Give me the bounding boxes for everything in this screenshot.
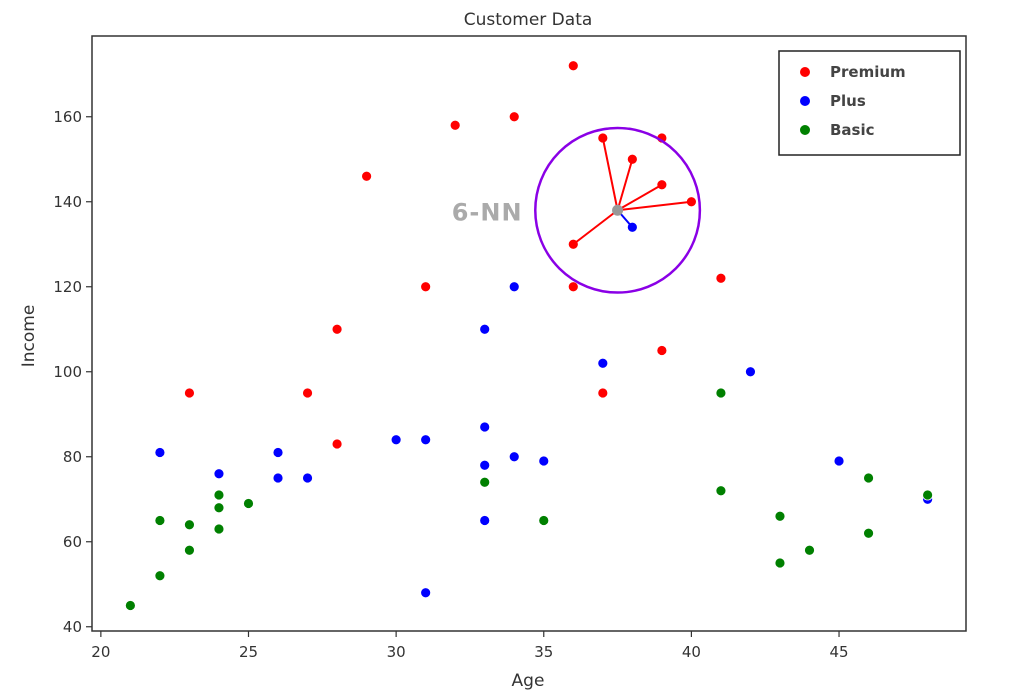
point-basic [124, 600, 136, 611]
plot-area-frame [91, 35, 967, 632]
point-plus [154, 447, 166, 458]
point-premium [567, 60, 579, 72]
x-tick-label: 20 [91, 643, 110, 661]
point-basic [715, 485, 727, 497]
point-plus [479, 459, 491, 471]
point-basic [863, 527, 874, 539]
query-point [612, 204, 624, 216]
y-tick-label: 60 [63, 533, 82, 551]
chart-title: Customer Data [464, 10, 593, 30]
point-plus [479, 323, 491, 335]
knn-label: 6-NN [452, 198, 523, 226]
point-premium [331, 323, 343, 335]
y-axis-ticks: 40 60 80 100 120 140 160 [53, 108, 92, 636]
y-tick-label: 140 [53, 193, 82, 211]
neighborhood-circle [534, 126, 702, 294]
point-basic [213, 502, 225, 514]
point-plus [479, 515, 491, 526]
point-plus [508, 281, 520, 293]
point-plus [420, 587, 432, 599]
neighbor-line [601, 137, 619, 211]
y-tick-label: 120 [53, 278, 82, 296]
point-basic [154, 570, 166, 582]
point-premium [331, 438, 343, 450]
point-basic [154, 515, 166, 526]
y-tick-label: 160 [53, 108, 82, 126]
point-plus [272, 472, 284, 484]
neighbor-line [617, 183, 663, 212]
x-tick-label: 45 [829, 643, 848, 661]
point-basic [863, 472, 874, 484]
point-plus [213, 468, 225, 480]
point-plus [302, 472, 313, 484]
legend-label-plus: Plus [830, 92, 866, 110]
y-axis-title: Income [19, 305, 39, 368]
point-basic [715, 387, 727, 399]
legend-marker-premium [800, 67, 810, 77]
point-basic [922, 489, 934, 501]
point-plus [390, 434, 402, 446]
point-plus [420, 434, 432, 446]
point-basic [184, 519, 195, 531]
point-premium [361, 170, 373, 182]
point-plus [272, 447, 284, 458]
point-premium [567, 281, 579, 293]
point-basic [538, 515, 550, 526]
y-tick-label: 40 [63, 618, 82, 636]
legend-marker-basic [800, 125, 810, 135]
point-premium [302, 387, 313, 399]
point-plus [833, 455, 845, 467]
legend-label-premium: Premium [830, 63, 906, 81]
legend-marker-plus [800, 96, 810, 106]
point-premium [715, 272, 727, 284]
point-basic [213, 489, 225, 501]
point-premium [508, 111, 520, 123]
point-premium [420, 281, 432, 293]
x-tick-label: 30 [387, 643, 406, 661]
point-plus [745, 366, 756, 378]
legend-label-basic: Basic [830, 121, 875, 139]
y-tick-label: 80 [63, 448, 82, 466]
neighbor-line [616, 158, 634, 211]
point-plus [597, 357, 609, 369]
point-basic [774, 510, 786, 522]
point-basic [804, 544, 815, 556]
point-plus [508, 451, 520, 463]
point-plus [479, 421, 491, 433]
x-axis-title: Age [512, 671, 545, 691]
neighbor-line [572, 209, 619, 246]
point-premium [597, 387, 609, 399]
x-tick-label: 35 [534, 643, 553, 661]
point-plus [538, 455, 550, 467]
point-basic [774, 557, 786, 569]
knn-annotation: 6-NN [452, 126, 702, 294]
y-tick-label: 100 [53, 363, 82, 381]
point-premium [184, 387, 195, 399]
point-basic [213, 523, 225, 535]
x-tick-label: 25 [239, 643, 258, 661]
point-basic [184, 544, 195, 556]
point-basic [479, 476, 491, 488]
point-premium [656, 345, 668, 356]
legend: Premium Plus Basic [778, 50, 961, 156]
x-axis-ticks: 20 25 30 35 40 45 [91, 631, 849, 661]
point-basic [243, 498, 254, 509]
neighbor-line [617, 200, 692, 212]
point-premium [449, 119, 461, 131]
x-tick-label: 40 [682, 643, 701, 661]
